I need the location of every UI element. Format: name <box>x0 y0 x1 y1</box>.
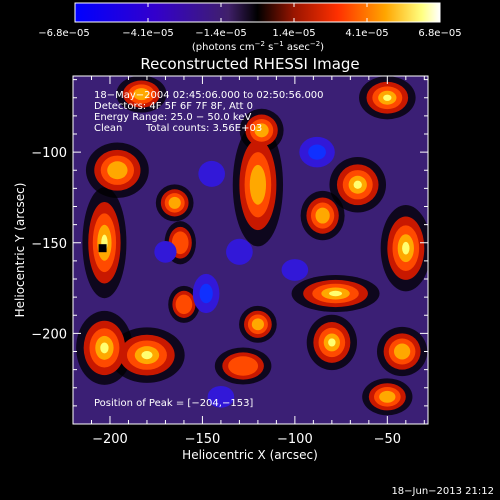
colorbar-tick-label: 1.4e−05 <box>272 28 315 39</box>
annotation-counts: Total counts: 3.56E+03 <box>145 123 262 134</box>
footer-date: 18−Jun−2013 21:12 <box>391 486 494 497</box>
bright-region-mid <box>228 356 259 376</box>
bright-region-core <box>251 318 264 331</box>
negative-region <box>198 160 225 187</box>
annotation-time: 18−May−2004 02:45:06.000 to 02:50:56.000 <box>94 90 324 101</box>
negative-region <box>154 240 177 263</box>
colorbar-tick-label: −4.1e−05 <box>122 28 174 39</box>
bright-region-core <box>315 207 330 224</box>
bright-region-peak <box>100 342 109 354</box>
y-tick-label: −200 <box>31 327 67 342</box>
negative-region-core <box>308 144 326 160</box>
x-tick-label: −100 <box>277 432 313 447</box>
bright-region-core <box>133 88 150 101</box>
negative-region <box>281 259 309 281</box>
x-axis-label: Heliocentric X (arcsec) <box>182 448 318 462</box>
bright-region-core <box>393 343 411 360</box>
bright-region-mid <box>175 294 193 315</box>
bright-region-core <box>107 161 128 180</box>
bright-region-mid <box>171 231 189 255</box>
negative-region <box>207 385 235 408</box>
negative-region-core <box>199 283 213 304</box>
colorbar <box>74 2 441 23</box>
x-tick-label: −150 <box>185 432 221 447</box>
annotation-detectors: Detectors: 4F 5F 6F 7F 8F, Att 0 <box>94 101 253 112</box>
peak-marker <box>98 244 107 253</box>
bright-region-peak <box>353 180 362 189</box>
annotation-clean: Clean <box>94 123 122 134</box>
y-tick-label: −150 <box>31 237 67 252</box>
colorbar-tick-label: 4.1e−05 <box>345 28 388 39</box>
colorbar-tick-label: 6.8e−05 <box>418 28 461 39</box>
colorbar-tick-label: −6.8e−05 <box>38 28 90 39</box>
annotation-energy: Energy Range: 25.0 − 50.0 keV <box>94 112 251 123</box>
negative-region <box>226 238 253 265</box>
x-tick-label: −50 <box>374 432 401 447</box>
bright-region-peak <box>141 351 153 360</box>
annotation-peak: Position of Peak = [−204,−153] <box>94 398 253 409</box>
bright-region-peak <box>402 241 410 255</box>
colorbar-unit: (photons cm−2 s−1 asec−2) <box>192 40 324 53</box>
bright-region-core <box>249 164 267 205</box>
bright-region-peak <box>328 338 336 347</box>
bright-region-core <box>168 196 181 209</box>
colorbar-tick-label: −1.4e−05 <box>195 28 247 39</box>
bright-region-core <box>379 390 396 403</box>
bright-region-peak <box>329 290 343 297</box>
x-tick-label: −200 <box>92 432 128 447</box>
colorbar-ticks <box>74 3 441 22</box>
bright-region-core <box>254 123 269 138</box>
bright-region-peak <box>383 94 392 101</box>
y-axis-label: Heliocentric Y (arcsec) <box>13 183 27 318</box>
chart-title: Reconstructed RHESSI Image <box>140 55 359 73</box>
y-tick-label: −100 <box>31 146 67 161</box>
heatmap <box>73 76 428 424</box>
plot-frame <box>72 75 429 425</box>
